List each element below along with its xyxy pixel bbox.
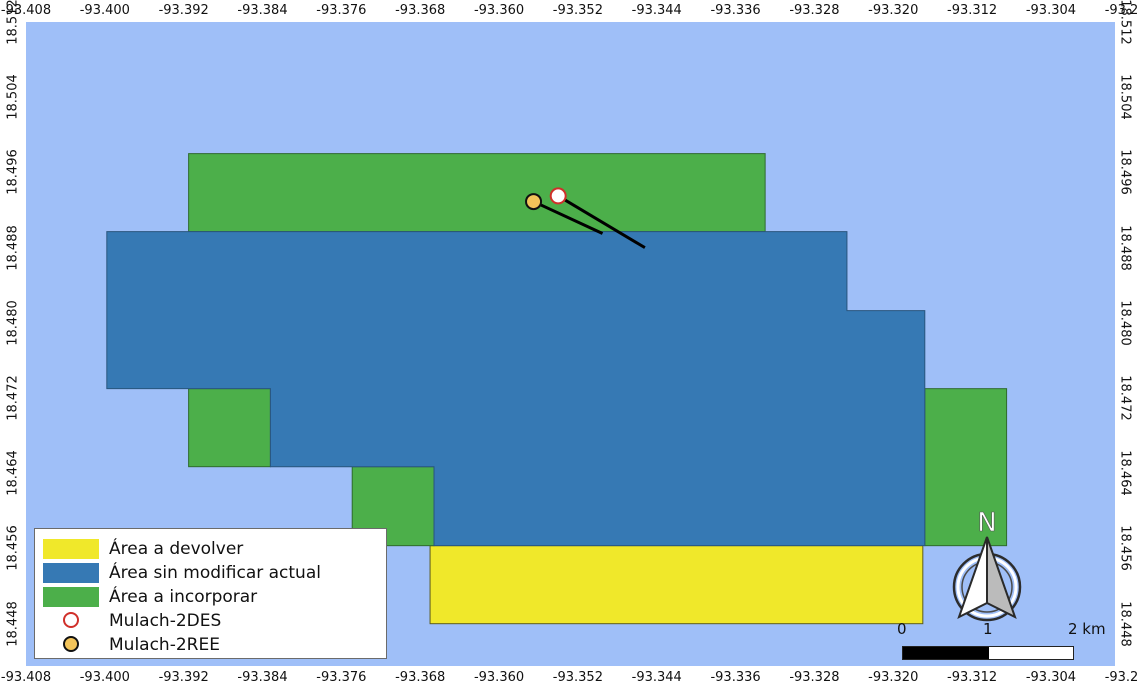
well-markers [525, 187, 646, 249]
well-trajectory-mulach-2ree [532, 200, 604, 235]
lon-tick-label: -93.328 [789, 670, 840, 685]
scale-bar-black-segment [903, 647, 989, 659]
area-a-incorporar-polygon [188, 153, 766, 233]
lat-tick-label: 18.472 [1117, 375, 1133, 421]
lat-tick-label: 18.512 [1117, 0, 1133, 45]
area-a-devolver-polygon [429, 545, 924, 625]
lon-tick-label: -93.368 [395, 3, 446, 18]
lon-tick-label: -93.408 [0, 3, 52, 18]
lat-tick-label: 18.480 [5, 300, 21, 346]
legend-label: Área a incorporar [109, 587, 258, 607]
legend-swatch-yellow [43, 539, 99, 559]
lat-tick-label: 18.488 [1117, 224, 1133, 271]
lon-tick-label: -93.352 [552, 670, 603, 685]
lat-tick-label: 18.504 [1117, 74, 1133, 120]
legend-item-mulach-2ree: Mulach-2REE [43, 633, 386, 657]
lon-tick-label: -93.344 [631, 3, 682, 18]
legend-swatch-green [43, 587, 99, 607]
map-legend: Área a devolver Área sin modificar actua… [34, 528, 387, 659]
legend-swatch-blue [43, 563, 99, 583]
lon-tick-label: -93.296 [1104, 670, 1137, 685]
legend-item-area-a-incorporar: Área a incorporar [43, 585, 386, 609]
scale-label-0: 0 [897, 620, 907, 638]
lon-tick-label: -93.384 [237, 670, 288, 685]
legend-circle-icon [43, 635, 99, 655]
lon-tick-label: -93.384 [237, 3, 288, 18]
scale-bar [902, 646, 1074, 660]
lat-tick-label: 18.464 [1117, 450, 1133, 497]
lat-tick-label: 18.496 [1117, 149, 1133, 196]
legend-item-mulach-2des: Mulach-2DES [43, 609, 386, 633]
lat-tick-label: 18.480 [1117, 300, 1133, 346]
lat-tick-label: 18.488 [5, 224, 21, 271]
legend-item-area-sin-modificar: Área sin modificar actual [43, 561, 386, 585]
lon-tick-label: -93.360 [473, 3, 525, 18]
lat-tick-label: 18.448 [1117, 600, 1133, 647]
area-a-incorporar-polygon [188, 388, 271, 468]
legend-circle-icon [43, 611, 99, 631]
lon-tick-label: -93.400 [79, 3, 130, 18]
well-trajectory-mulach-2des [557, 194, 646, 249]
lon-tick-label: -93.392 [158, 670, 209, 685]
legend-label: Mulach-2DES [109, 611, 222, 631]
area-sin-modificar-actual-polygon [106, 231, 926, 547]
lat-tick-label: 18.448 [5, 600, 21, 647]
lon-tick-label: -93.392 [158, 3, 209, 18]
lat-tick-label: 18.464 [5, 450, 21, 497]
well-marker-mulach-2ree[interactable] [525, 193, 543, 211]
lon-tick-label: -93.352 [552, 3, 603, 18]
well-marker-mulach-2des[interactable] [549, 187, 567, 205]
scale-label-2km: 2 km [1068, 620, 1106, 638]
lon-tick-label: -93.336 [710, 3, 761, 18]
legend-item-area-a-devolver: Área a devolver [43, 537, 386, 561]
legend-label: Área sin modificar actual [109, 563, 321, 583]
lon-tick-label: -93.360 [473, 670, 525, 685]
lat-tick-label: 18.456 [5, 525, 21, 572]
lon-tick-label: -93.320 [868, 670, 919, 685]
scale-label-1: 1 [983, 620, 993, 638]
lat-tick-label: 18.512 [5, 0, 21, 45]
north-arrow-icon: N [952, 508, 1022, 622]
lon-tick-label: -93.376 [316, 670, 367, 685]
lat-tick-label: 18.504 [5, 74, 21, 120]
legend-label: Mulach-2REE [109, 635, 220, 655]
lon-tick-label: -93.328 [789, 3, 840, 18]
area-layers [106, 153, 1008, 625]
lon-tick-label: -93.304 [1025, 3, 1077, 18]
north-label: N [977, 508, 996, 538]
area-a-incorporar-polygon [924, 388, 1008, 547]
legend-label: Área a devolver [109, 539, 244, 559]
lon-tick-label: -93.296 [1104, 3, 1137, 18]
lon-tick-label: -93.344 [631, 670, 682, 685]
lon-tick-label: -93.312 [947, 670, 998, 685]
lat-tick-label: 18.472 [5, 375, 21, 421]
lon-tick-label: -93.336 [710, 670, 761, 685]
lon-tick-label: -93.376 [316, 3, 367, 18]
lat-tick-label: 18.496 [5, 149, 21, 196]
lon-tick-label: -93.368 [395, 670, 446, 685]
lon-tick-label: -93.304 [1025, 670, 1077, 685]
lon-tick-label: -93.320 [868, 3, 919, 18]
lat-tick-label: 18.456 [1117, 525, 1133, 572]
lon-tick-label: -93.400 [79, 670, 130, 685]
lon-tick-label: -93.408 [0, 670, 52, 685]
lon-tick-label: -93.312 [947, 3, 998, 18]
